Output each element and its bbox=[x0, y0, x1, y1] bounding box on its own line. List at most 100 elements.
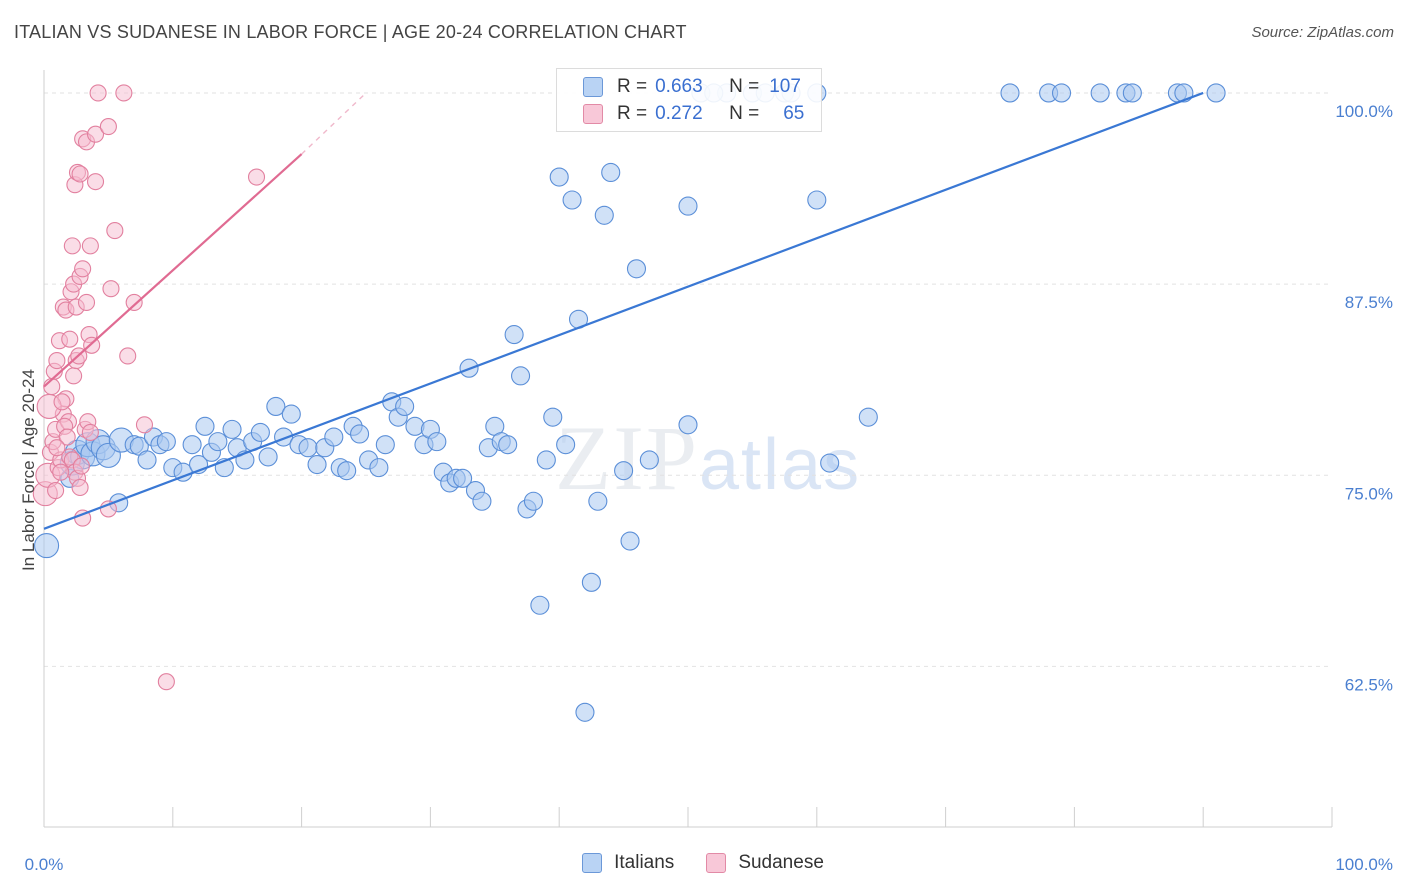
sudanese-point bbox=[125, 293, 143, 312]
italians-point bbox=[34, 533, 60, 559]
italians-point bbox=[807, 190, 827, 210]
italians-point bbox=[523, 491, 543, 511]
italians-point bbox=[395, 396, 415, 416]
italians-point bbox=[182, 435, 202, 455]
sudanese-point bbox=[52, 463, 70, 481]
italians-point bbox=[258, 447, 278, 467]
italians-point bbox=[222, 419, 242, 439]
watermark-zip: ZIP bbox=[555, 407, 699, 509]
sudanese-point bbox=[135, 416, 154, 434]
sudanese-point bbox=[102, 280, 120, 298]
y-axis-label: In Labor Force | Age 20-24 bbox=[19, 369, 38, 571]
sudanese-point bbox=[77, 293, 96, 312]
italians-point bbox=[195, 416, 215, 436]
source-label: Source: ZipAtlas.com bbox=[1251, 24, 1394, 41]
legend-row-italians: R = 0.663 N = 107 bbox=[583, 74, 801, 100]
legend-r-value: 0.663 bbox=[655, 76, 703, 97]
sudanese-point bbox=[99, 118, 117, 136]
italians-point bbox=[536, 450, 556, 470]
tick-labels: 62.5% 75.0% 87.5% 100.0% 0.0% 100.0% bbox=[25, 102, 1393, 874]
italians-point bbox=[511, 366, 531, 386]
italians-point bbox=[626, 259, 647, 279]
italians-point bbox=[614, 461, 634, 481]
sudanese-point bbox=[247, 168, 266, 186]
italians-point bbox=[504, 325, 524, 345]
sudanese-point bbox=[48, 352, 66, 370]
italians-point bbox=[594, 205, 614, 225]
italians-point bbox=[678, 196, 698, 216]
sudanese-point bbox=[71, 478, 89, 497]
italians-point bbox=[208, 432, 228, 452]
italians-point bbox=[549, 167, 569, 187]
grid-lines bbox=[44, 92, 1332, 667]
y-tick-label: 62.5% bbox=[1345, 675, 1393, 694]
italians-point bbox=[588, 491, 608, 511]
sudanese-swatch bbox=[583, 104, 603, 124]
italians-point bbox=[453, 468, 473, 488]
legend-label-italians: Italians bbox=[614, 852, 675, 873]
italians-point bbox=[350, 424, 370, 444]
italians-point bbox=[820, 453, 840, 473]
legend-n-value: 107 bbox=[769, 76, 801, 97]
legend-item-sudanese: Sudanese bbox=[706, 852, 824, 874]
sudanese-point bbox=[53, 393, 71, 411]
sudanese-point bbox=[65, 367, 83, 385]
italians-point bbox=[427, 432, 447, 452]
legend-n-value: 65 bbox=[783, 103, 805, 124]
sudanese-point bbox=[74, 260, 92, 278]
sudanese-point bbox=[81, 237, 99, 255]
italians-point bbox=[620, 531, 640, 551]
legend-r-value: 0.272 bbox=[655, 103, 703, 124]
italians-point bbox=[543, 407, 563, 427]
italians-point bbox=[575, 702, 595, 722]
sudanese-point bbox=[106, 222, 124, 240]
italians-point bbox=[639, 450, 659, 470]
italians-point bbox=[375, 435, 395, 455]
sudanese-point bbox=[89, 84, 107, 102]
italians-point bbox=[562, 190, 582, 210]
sudanese-points bbox=[32, 84, 266, 691]
x-tick-label: 100.0% bbox=[1335, 855, 1393, 874]
sudanese-point bbox=[58, 428, 76, 446]
italians-point bbox=[298, 438, 318, 458]
italians-point bbox=[1122, 83, 1142, 103]
legend-r-label: R = bbox=[617, 76, 648, 97]
italians-legend-swatch bbox=[582, 853, 603, 873]
sudanese-point bbox=[48, 439, 66, 457]
italians-point bbox=[337, 461, 357, 481]
legend-row-sudanese: R = 0.272 N = 65 bbox=[583, 101, 804, 127]
sudanese-point bbox=[81, 423, 99, 441]
y-tick-label: 75.0% bbox=[1345, 484, 1393, 503]
series-legend: Italians Sudanese bbox=[0, 852, 1406, 874]
sudanese-legend-swatch bbox=[706, 853, 727, 873]
italians-trend-line bbox=[43, 91, 1204, 530]
italians-point bbox=[678, 415, 698, 435]
legend-label-sudanese: Sudanese bbox=[738, 852, 824, 873]
italians-point bbox=[137, 450, 157, 470]
x-tick-label: 0.0% bbox=[25, 855, 64, 874]
italians-point bbox=[472, 491, 492, 511]
italians-point bbox=[369, 458, 389, 478]
italians-point bbox=[601, 162, 621, 183]
sudanese-point bbox=[119, 347, 137, 365]
sudanese-point bbox=[86, 173, 105, 191]
italians-point bbox=[156, 432, 176, 452]
italians-point bbox=[307, 455, 327, 475]
italians-point bbox=[858, 407, 878, 427]
chart-title: ITALIAN VS SUDANESE IN LABOR FORCE | AGE… bbox=[14, 22, 687, 42]
italians-point bbox=[556, 435, 576, 455]
sudanese-point bbox=[47, 482, 65, 500]
italians-point bbox=[530, 595, 550, 615]
italians-point bbox=[498, 435, 518, 455]
italians-swatch bbox=[583, 77, 603, 97]
italians-point bbox=[250, 422, 270, 442]
italians-point bbox=[1090, 83, 1110, 103]
sudanese-point bbox=[72, 457, 90, 475]
legend-n-label: N = bbox=[729, 103, 760, 124]
italians-point bbox=[324, 427, 344, 447]
italians-points bbox=[34, 83, 1226, 722]
italians-point bbox=[281, 404, 301, 424]
legend-item-italians: Italians bbox=[582, 852, 674, 874]
sudanese-trend-extension bbox=[301, 92, 367, 155]
